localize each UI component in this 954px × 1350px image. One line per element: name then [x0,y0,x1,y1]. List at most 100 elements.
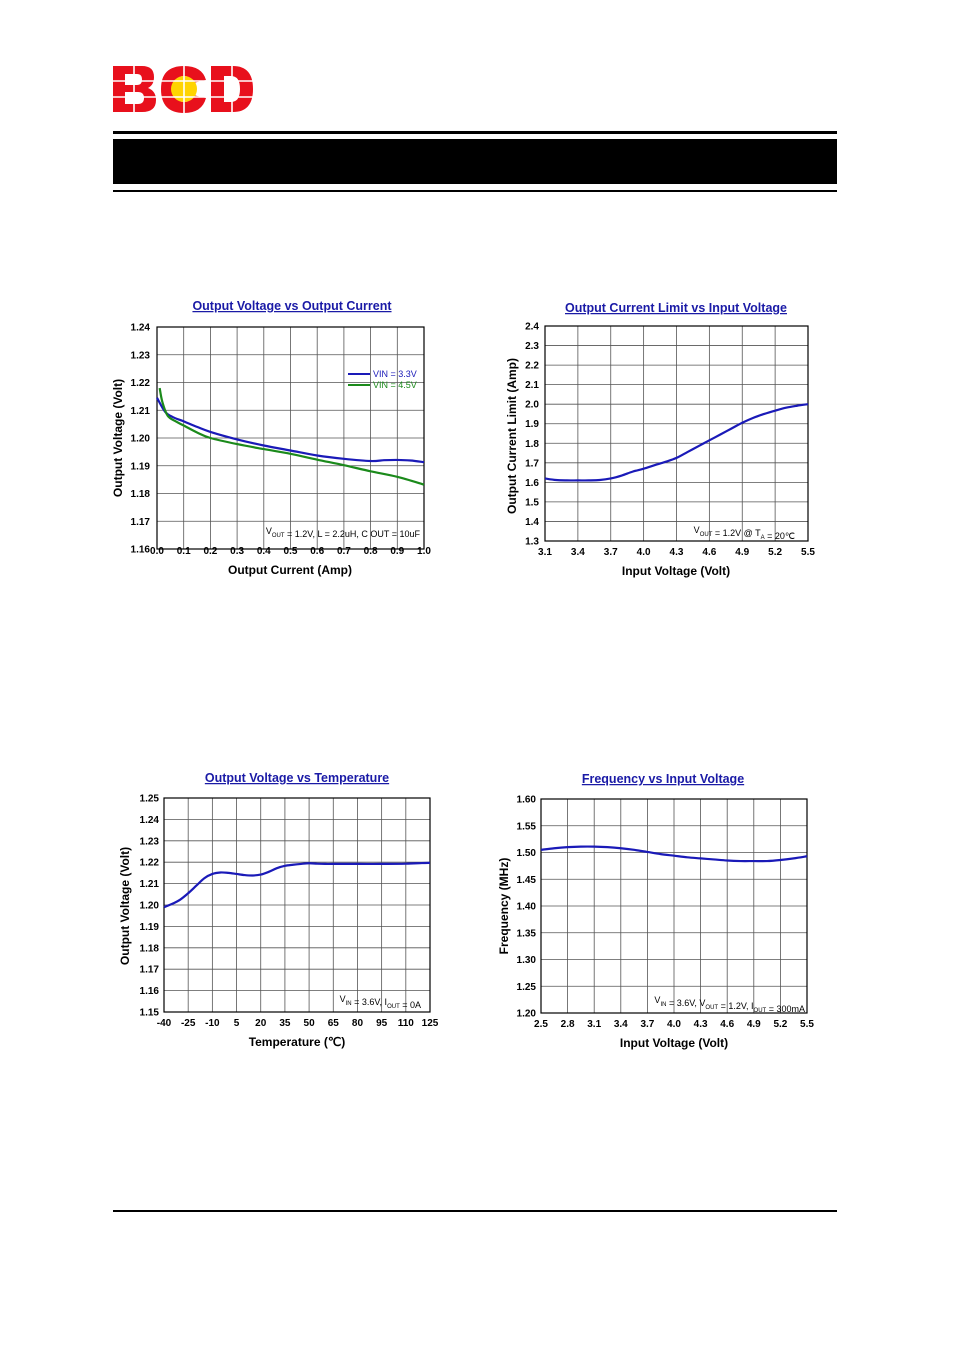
y-axis-label: Output Voltage (Volt) [111,379,125,497]
x-axis-label: Input Voltage (Volt) [622,564,730,578]
grid [156,326,425,550]
y-tick-label: 1.60 [517,795,537,806]
x-tick-label: 2.8 [561,1019,575,1030]
y-tick-label: 1.6 [525,478,539,489]
chart-title: Output Current Limit vs Input Voltage [565,301,787,315]
y-tick-label: 1.55 [517,821,537,832]
y-axis-label: Output Current Limit (Amp) [505,358,519,514]
y-tick-label: 1.17 [140,965,160,976]
x-tick-label: 0.4 [257,546,271,557]
x-tick-label: 1.0 [417,546,431,557]
logo-letter-d [211,66,253,112]
chart-title: Frequency vs Input Voltage [582,772,744,786]
grid [540,798,808,1014]
header-rule-bottom [113,190,837,192]
y-tick-label: 1.24 [131,323,151,334]
x-tick-label: 0.7 [337,546,351,557]
y-tick-label: 1.9 [525,419,539,430]
y-tick-label: 1.16 [140,986,160,997]
chart-output-voltage-vs-output-current: Output Voltage vs Output Current 0.0 0.1 0.… [111,299,431,577]
y-tick-label: 1.3 [525,537,539,548]
x-axis-label: Output Current (Amp) [228,563,352,577]
header-rule-top [113,131,837,134]
x-tick-label: 20 [255,1018,267,1029]
y-tick-label: 1.23 [140,836,160,847]
x-tick-label: 35 [279,1018,291,1029]
plot-frame [163,797,431,1013]
y-tick-label: 1.22 [131,378,151,389]
x-tick-label: 5.5 [801,547,815,558]
x-tick-label: 3.7 [640,1019,654,1030]
series-line-1 [544,403,809,482]
x-tick-label: 0.9 [390,546,404,557]
chart-output-voltage-vs-temperature: Output Voltage vs Temperature -40 -25 -10 5 2… [118,771,439,1049]
plot-frame [544,325,809,542]
x-tick-label: 80 [352,1018,364,1029]
plot-frame [540,798,808,1014]
chart-title: Output Voltage vs Output Current [192,299,392,313]
y-tick-label: 2.0 [525,400,539,411]
chart-output-current-limit-vs-input-voltage: Output Current Limit vs Input Voltage 3.1… [505,301,815,578]
x-tick-label: -40 [157,1018,172,1029]
x-tick-label: 125 [422,1018,439,1029]
y-tick-label: 2.3 [525,341,539,352]
x-tick-label: 4.9 [735,547,749,558]
y-tick-label: 2.4 [525,322,539,333]
series-line-1 [163,861,431,909]
x-tick-label: -25 [181,1018,196,1029]
y-tick-label: 1.21 [140,879,160,890]
bcd-logo [112,64,257,116]
plot-frame [156,326,425,550]
chart-condition-note: VIN = 3.6V, VOUT = 1.2V, IOUT = 300mA [654,995,805,1014]
x-tick-label: 65 [328,1018,340,1029]
y-tick-label: 1.50 [517,848,537,859]
y-tick-label: 1.5 [525,497,539,508]
grid [544,325,809,542]
x-tick-label: 4.0 [667,1019,681,1030]
x-tick-label: 4.3 [694,1019,708,1030]
x-tick-label: 3.4 [571,547,585,558]
y-tick-label: 1.24 [140,815,160,826]
y-tick-label: 1.8 [525,439,539,450]
series-line-1 [156,397,425,464]
x-tick-label: 5.5 [800,1019,814,1030]
y-tick-label: 2.2 [525,361,539,372]
series-line-2 [158,387,425,486]
y-tick-label: 1.16 [131,545,151,556]
legend-label: VIN = 4.5V [373,380,417,390]
y-tick-label: 1.40 [517,902,537,913]
x-tick-label: 5.2 [768,547,782,558]
y-axis-label: Output Voltage (Volt) [118,847,132,965]
chart-condition-note: VOUT = 1.2V, L = 2.2uH, C OUT = 10uF [266,526,421,539]
y-tick-label: 1.15 [140,1008,160,1019]
y-tick-label: 1.35 [517,928,537,939]
y-tick-label: 1.25 [140,794,160,805]
x-tick-label: 0.1 [177,546,191,557]
y-tick-label: 1.23 [131,350,151,361]
x-tick-label: 95 [376,1018,388,1029]
x-tick-label: 3.4 [614,1019,628,1030]
x-axis-label: Input Voltage (Volt) [620,1036,728,1050]
x-tick-label: 0.5 [284,546,298,557]
x-tick-label: 4.6 [720,1019,734,1030]
x-tick-label: 3.1 [538,547,552,558]
footer-rule [113,1210,837,1212]
x-tick-label: 50 [304,1018,316,1029]
x-tick-label: 3.7 [604,547,618,558]
series-line-1 [540,845,808,863]
x-tick-label: 0.3 [230,546,244,557]
y-tick-label: 1.17 [131,517,151,528]
y-tick-label: 1.18 [140,943,160,954]
y-tick-label: 1.45 [517,875,537,886]
grid [163,797,431,1013]
x-tick-label: 4.6 [702,547,716,558]
legend-label: VIN = 3.3V [373,369,417,379]
chart-condition-note: VOUT = 1.2V @ TA = 20℃ [694,525,795,541]
header-band [113,139,837,184]
x-tick-label: 5.2 [773,1019,787,1030]
y-tick-label: 1.20 [517,1009,537,1020]
chart-title: Output Voltage vs Temperature [205,771,389,785]
x-tick-label: 0.6 [310,546,324,557]
y-tick-label: 1.18 [131,489,151,500]
